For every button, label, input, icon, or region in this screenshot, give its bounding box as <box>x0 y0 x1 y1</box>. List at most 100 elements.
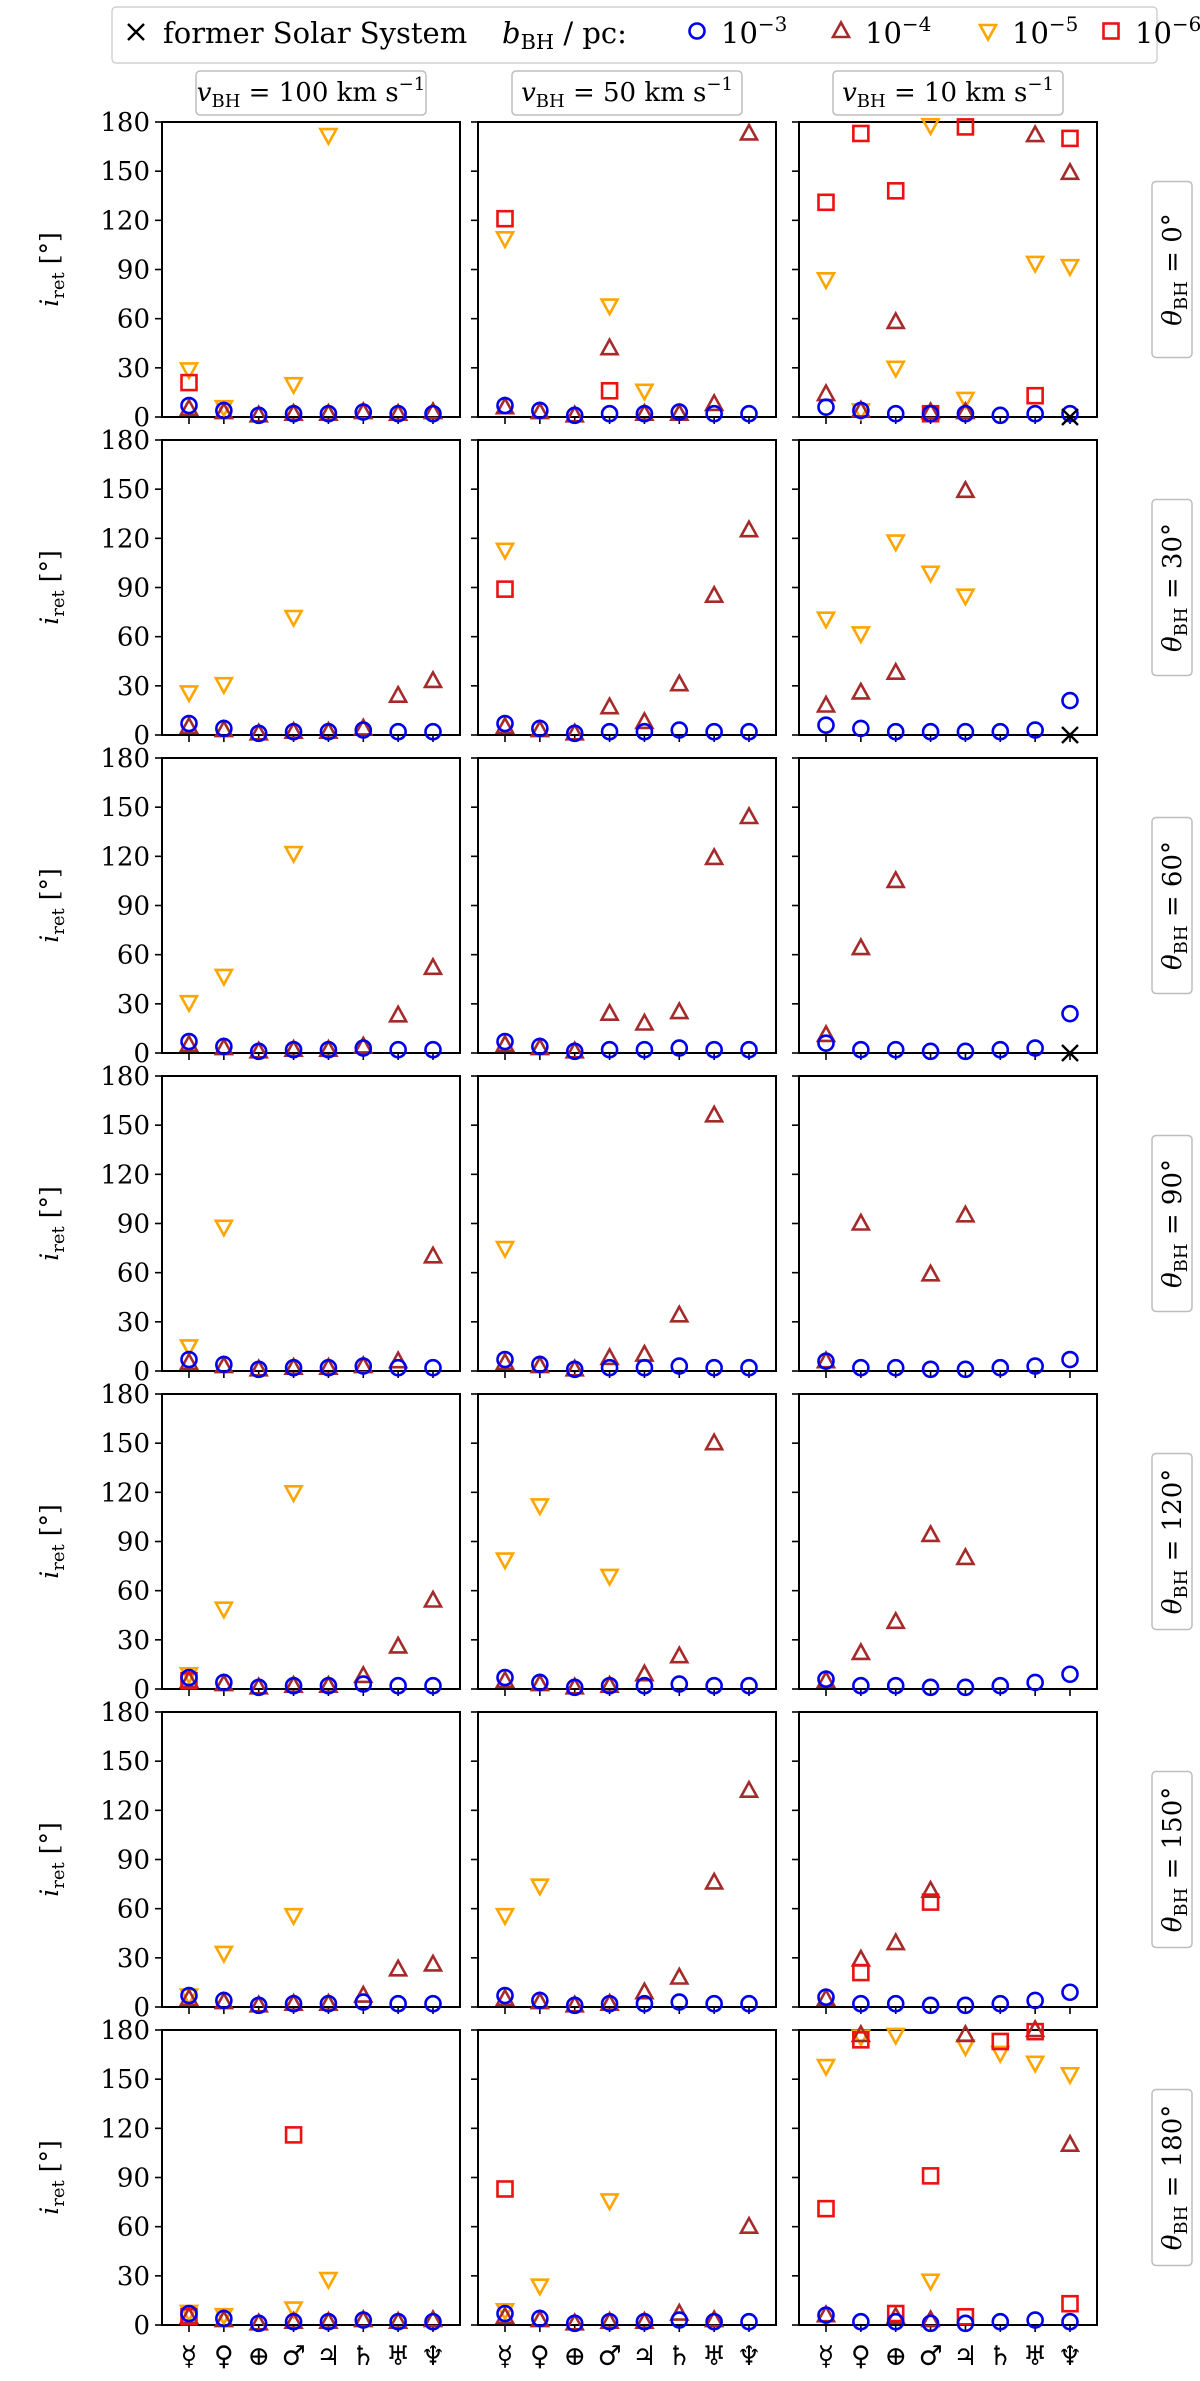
row-label-2: θBH = 60° <box>1151 816 1193 995</box>
y-tick-label: 150 <box>100 1111 150 1141</box>
marker-triangle-down-saturn <box>990 2045 1011 2065</box>
marker-circle-jupiter <box>635 2312 654 2331</box>
marker-square-mercury <box>496 2180 514 2198</box>
panel-r6-c2 <box>792 2018 1098 2333</box>
legend-b-unit: / pc: <box>554 16 627 50</box>
panel-frame <box>798 1393 1098 1690</box>
y-tick-label: 30 <box>117 990 150 1020</box>
marker-triangle-down-mars <box>920 565 941 584</box>
marker-circle-neptune <box>740 722 758 741</box>
legend-former-label: former Solar System <box>163 16 467 50</box>
marker-square-mercury <box>180 373 198 392</box>
marker-former-neptune <box>1061 726 1079 744</box>
y-tick-label: 60 <box>117 623 150 653</box>
marker-circle-mars <box>600 1358 619 1377</box>
marker-triangle-up-mercury <box>178 2305 200 2325</box>
marker-triangle-down-mercury <box>494 2302 516 2322</box>
marker-circle-neptune <box>424 1358 442 1377</box>
row-label-value: = 30° <box>1158 523 1188 607</box>
legend-label-b1e-4: 10−4 <box>865 12 931 50</box>
markers <box>815 1523 1079 1697</box>
panel-r4-c0: 0 30 60 90 120 150 180 <box>100 1380 461 1705</box>
panel-r6-c1 <box>471 2029 777 2333</box>
column-label-v: v <box>521 78 536 108</box>
column-label-subscript: BH <box>211 91 240 112</box>
y-label-symbol: i <box>35 1253 64 1261</box>
row-label-frame <box>1151 498 1193 677</box>
marker-square-mars <box>921 1893 940 1911</box>
marker-circle-saturn <box>670 721 689 739</box>
y-tick-label: 30 <box>117 1308 150 1338</box>
y-tick-label: 0 <box>133 2311 150 2341</box>
y-tick-label: 120 <box>100 1796 150 1826</box>
marker-circle-neptune <box>1061 1004 1079 1023</box>
y-tick-label: 30 <box>117 1944 150 1974</box>
marker-triangle-up-earth <box>564 1994 585 2013</box>
marker-circle-venus <box>852 1358 870 1377</box>
marker-circle-mars <box>921 2314 940 2333</box>
y-label-subscript: ret <box>48 1543 69 1570</box>
marker-circle-earth <box>249 406 268 425</box>
marker-circle-neptune <box>740 1994 758 2013</box>
marker-triangle-up-mars <box>599 1346 620 1366</box>
y-tick-label: 90 <box>117 1846 150 1876</box>
marker-triangle-up-jupiter <box>955 2023 976 2043</box>
marker-triangle-up-earth <box>248 2312 269 2331</box>
marker-triangle-up-saturn <box>353 1354 374 1374</box>
marker-triangle-up-venus <box>850 1212 872 1231</box>
marker-circle-uranus <box>705 1040 723 1059</box>
y-label-row-4: iret [°] <box>35 1504 69 1578</box>
marker-circle-neptune <box>424 2312 442 2331</box>
y-tick-label: 120 <box>100 2114 150 2144</box>
marker-triangle-down-uranus <box>1024 2055 1046 2074</box>
panel-r1-c2 <box>792 439 1098 744</box>
markers <box>815 1204 1079 1379</box>
marker-circle-mars <box>284 722 303 741</box>
y-tick-label: 120 <box>100 524 150 554</box>
marker-triangle-down-jupiter <box>318 127 339 147</box>
marker-square-jupiter <box>956 2308 975 2326</box>
marker-triangle-up-jupiter <box>318 1356 339 1376</box>
panel-r4-c2 <box>792 1393 1098 1697</box>
column-label-value: = 50 km s <box>565 78 707 108</box>
marker-triangle-up-mercury <box>178 1033 200 1053</box>
marker-triangle-down-mars <box>283 2301 304 2320</box>
marker-triangle-up-jupiter <box>955 1204 976 1223</box>
marker-circle-venus <box>215 401 233 420</box>
marker-triangle-up-saturn <box>669 1645 690 1664</box>
legend-label-exponent: −4 <box>902 12 931 36</box>
marker-triangle-down-earth <box>885 360 906 380</box>
marker-circle-jupiter <box>635 1358 654 1377</box>
marker-circle-jupiter <box>635 1994 654 2013</box>
y-tick-label: 90 <box>117 574 150 604</box>
panel-frame <box>477 1075 777 1372</box>
panel-r3-c0: 0 30 60 90 120 150 180 <box>100 1062 461 1387</box>
x-tick-label-saturn: ♄ <box>988 2341 1012 2372</box>
legend-label-base: 10 <box>865 16 902 50</box>
marker-circle-neptune <box>424 722 442 741</box>
row-label-theta: θ <box>1158 2234 1188 2250</box>
y-tick-label: 90 <box>117 1210 150 1240</box>
marker-circle-uranus <box>1026 2311 1044 2329</box>
row-label-subscript: BH <box>1171 1570 1192 1599</box>
row-label-0: θBH = 0° <box>1151 180 1193 359</box>
panel-r5-c2 <box>792 1711 1098 2015</box>
marker-triangle-down-mercury <box>494 1907 516 1927</box>
y-tick-label: 150 <box>100 157 150 187</box>
legend-label-base: 10 <box>721 16 758 50</box>
marker-circle-uranus <box>389 1358 407 1377</box>
marker-triangle-up-neptune <box>738 2215 760 2234</box>
y-label-subscript: ret <box>48 1225 69 1252</box>
marker-circle-jupiter <box>956 1042 975 1061</box>
x-tick-label-mercury: ☿ <box>818 2341 835 2372</box>
marker-triangle-up-neptune <box>422 669 444 689</box>
legend-label-b1e-6: 10−6 <box>1135 12 1200 50</box>
x-tick-label-uranus: ♅ <box>1023 2341 1047 2372</box>
column-label-v: v <box>197 78 212 108</box>
column-label-exponent: −1 <box>399 74 426 95</box>
y-tick-label: 0 <box>133 721 150 751</box>
marker-square-saturn <box>991 2032 1010 2051</box>
marker-circle-uranus <box>389 1040 407 1059</box>
marker-circle-jupiter <box>956 1678 975 1697</box>
marker-circle-uranus <box>705 1358 723 1377</box>
